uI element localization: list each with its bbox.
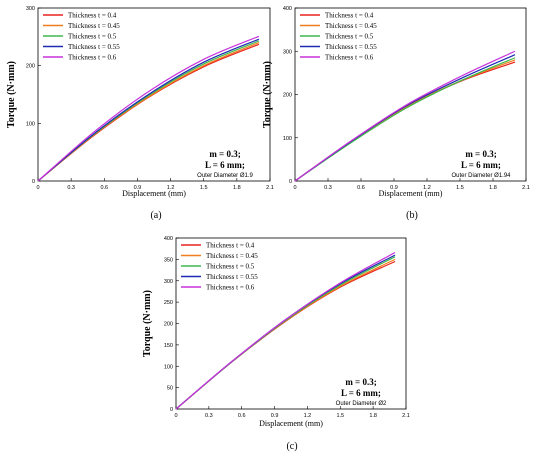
legend-label: Thickness t = 0.45 (325, 22, 377, 30)
x-tick-label: 0.9 (271, 413, 279, 419)
x-tick-label: 0.3 (67, 185, 75, 191)
chart-panel: 0 100 200 300 0 0.3 0.6 0.9 1.2 1.5 1.8 2.1 Displace… (6, 6, 274, 221)
x-axis-title: Displacement (mm) (259, 419, 323, 428)
x-tick-label: 0 (36, 185, 39, 191)
y-tick-label: 50 (167, 386, 173, 392)
x-tick-label: 2.1 (402, 413, 410, 419)
x-tick-label: 0.6 (357, 185, 365, 191)
x-tick-label: 1.5 (456, 185, 464, 191)
x-tick-label: 0.9 (390, 185, 398, 191)
series-line (37, 38, 260, 182)
annotation-line: Outer Diameter Ø1.94 (451, 173, 511, 179)
y-tick-label: 0 (289, 179, 292, 185)
y-axis-title: Torque (N·mm) (142, 290, 153, 357)
legend-label: Thickness t = 0.4 (206, 242, 255, 250)
series-line (294, 57, 516, 182)
y-tick-label: 100 (283, 136, 292, 142)
panel-label: (c) (286, 441, 297, 452)
chart-panel: 0 100 200 300 400 0 0.3 0.6 0.9 1.2 1.5 1.8 2.1 Displ… (262, 6, 530, 221)
x-tick-label: 0 (174, 413, 177, 419)
legend-label: Thickness t = 0.55 (206, 273, 258, 281)
series-line (37, 35, 260, 182)
legend-label: Thickness t = 0.45 (206, 252, 258, 260)
panel-label: (b) (406, 210, 418, 221)
annotation-line: Outer Diameter Ø1.9 (197, 173, 253, 179)
y-tick-label: 250 (164, 300, 173, 306)
x-tick-label: 0.6 (100, 185, 108, 191)
y-tick-label: 0 (32, 179, 35, 185)
x-tick-label: 0.3 (324, 185, 332, 191)
legend-label: Thickness t = 0.45 (68, 22, 120, 30)
chart-panel: 0 50 100 150 200 250 300 350 400 0 0.3 0.6 0.9 1.2 1.5… (142, 236, 410, 452)
x-tick-label: 1.2 (167, 185, 175, 191)
x-axis-title: Displacement (mm) (379, 189, 443, 198)
legend-label: Thickness t = 0.5 (206, 263, 255, 271)
annotation-line: m = 0.3; (345, 377, 376, 387)
y-axis-title: Torque (N·mm) (262, 61, 273, 128)
annotation-line: m = 0.3; (209, 149, 240, 159)
x-tick-label: 1.8 (369, 413, 377, 419)
x-tick-label: 2.1 (522, 185, 530, 191)
y-tick-label: 300 (164, 279, 173, 285)
annotation-line: L = 6 mm; (205, 160, 245, 170)
y-tick-label: 300 (26, 6, 35, 12)
y-tick-label: 200 (283, 93, 292, 99)
legend-label: Thickness t = 0.55 (325, 43, 377, 51)
y-axis-title: Torque (N·mm) (6, 61, 17, 128)
x-tick-label: 2.1 (266, 185, 274, 191)
legend-label: Thickness t = 0.4 (325, 12, 374, 20)
x-tick-label: 1.2 (304, 413, 312, 419)
x-tick-label: 1.8 (233, 185, 241, 191)
legend-label: Thickness t = 0.55 (68, 43, 120, 51)
legend-label: Thickness t = 0.4 (68, 12, 117, 20)
y-tick-label: 200 (164, 322, 173, 328)
y-tick-label: 400 (283, 6, 292, 12)
y-tick-label: 400 (164, 236, 173, 242)
y-tick-label: 100 (26, 121, 35, 127)
annotation-line: Outer Diameter Ø2 (336, 401, 387, 407)
annotation-line: m = 0.3; (465, 149, 496, 159)
plot-frame (37, 7, 271, 182)
legend-label: Thickness t = 0.5 (325, 33, 374, 41)
x-tick-label: 0.6 (238, 413, 246, 419)
y-tick-label: 100 (164, 364, 173, 370)
x-tick-label: 1.8 (489, 185, 497, 191)
y-tick-label: 300 (283, 49, 292, 55)
x-tick-label: 0.3 (205, 413, 213, 419)
legend-label: Thickness t = 0.6 (206, 284, 255, 292)
x-tick-label: 1.5 (336, 413, 344, 419)
annotation-line: L = 6 mm; (341, 388, 381, 398)
y-tick-label: 200 (26, 64, 35, 70)
annotation-line: L = 6 mm; (461, 160, 501, 170)
series-line (294, 50, 516, 182)
panel-label: (a) (150, 210, 161, 221)
x-tick-label: 1.2 (423, 185, 431, 191)
y-tick-label: 350 (164, 257, 173, 263)
y-tick-label: 0 (170, 407, 173, 413)
x-tick-label: 0.9 (134, 185, 142, 191)
y-tick-label: 150 (164, 343, 173, 349)
series-line (175, 252, 396, 410)
x-axis-title: Displacement (mm) (122, 189, 186, 198)
legend-label: Thickness t = 0.5 (68, 33, 117, 41)
x-tick-label: 1.5 (200, 185, 208, 191)
legend-label: Thickness t = 0.6 (68, 54, 117, 62)
legend-label: Thickness t = 0.6 (325, 54, 374, 62)
x-tick-label: 0 (293, 185, 296, 191)
